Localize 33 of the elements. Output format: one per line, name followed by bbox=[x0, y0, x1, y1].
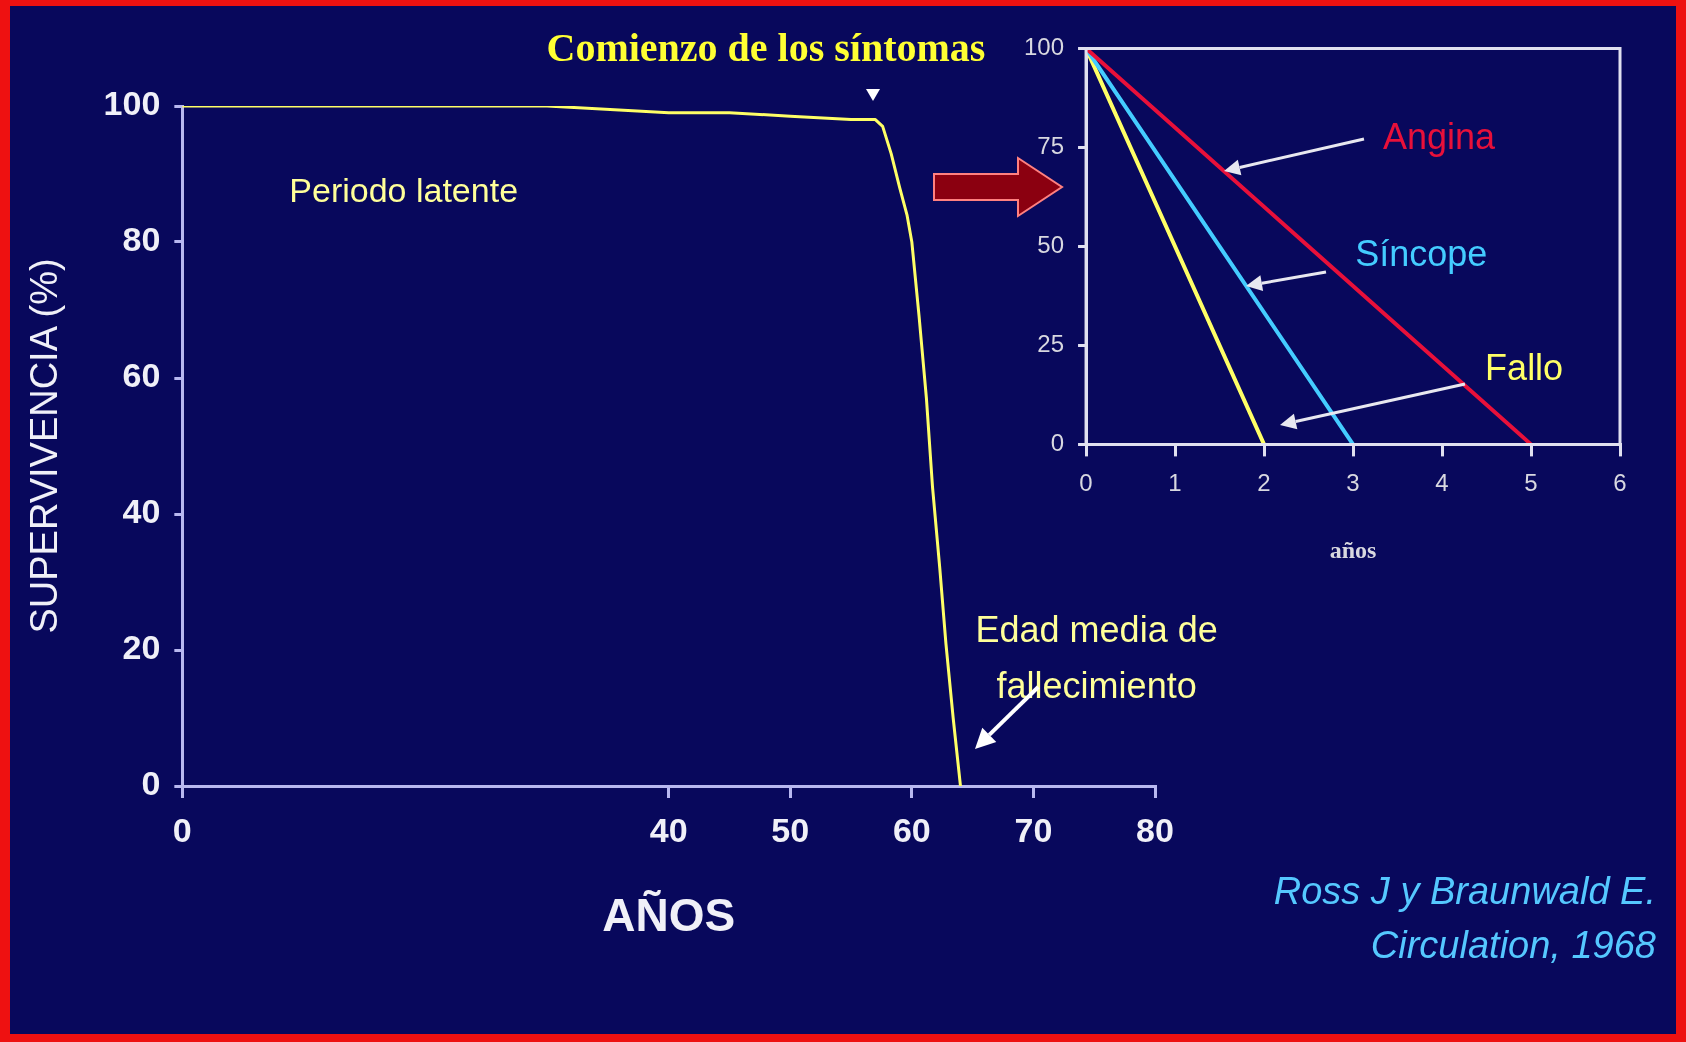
x-tick-label: 70 bbox=[1014, 810, 1053, 849]
x-tick-label: 5 bbox=[1524, 469, 1538, 497]
text: Ross J y Braunwald E. Circulation, 1968 bbox=[1272, 869, 1656, 968]
x-tick-label: 0 bbox=[1079, 469, 1093, 497]
x-axis-title: años bbox=[1329, 536, 1377, 563]
x-tick-label: 50 bbox=[771, 810, 810, 849]
y-tick-label: 80 bbox=[122, 220, 161, 259]
y-tick-label: 0 bbox=[1050, 429, 1065, 457]
y-axis-title: SUPERVIVENCIA (%) bbox=[23, 258, 66, 634]
x-tick-label: 3 bbox=[1346, 469, 1360, 497]
y-tick-label: 50 bbox=[1037, 231, 1065, 259]
x-tick-label: 2 bbox=[1257, 469, 1271, 497]
x-tick-label: 80 bbox=[1136, 810, 1174, 849]
text: Comienzo de los síntomas bbox=[546, 25, 986, 70]
y-tick-label: 60 bbox=[122, 356, 161, 395]
x-tick-label: 60 bbox=[892, 810, 931, 849]
x-tick-label: 6 bbox=[1613, 469, 1627, 497]
x-tick-label: 0 bbox=[172, 810, 192, 849]
x-tick-label: 40 bbox=[649, 810, 688, 849]
annotation: Periodo latente bbox=[289, 170, 519, 209]
x-tick-label: 4 bbox=[1435, 469, 1449, 497]
x-axis-title: AÑOS bbox=[602, 889, 736, 942]
y-tick-label: 100 bbox=[103, 84, 161, 123]
y-tick-label: 75 bbox=[1037, 132, 1065, 160]
y-tick-label: 0 bbox=[141, 764, 161, 803]
annotation: Edad media de fallecimiento bbox=[974, 607, 1219, 708]
y-tick-label: 100 bbox=[1024, 33, 1065, 61]
text: Fallo bbox=[1485, 346, 1564, 388]
text: Angina bbox=[1382, 116, 1496, 158]
x-tick-label: 1 bbox=[1168, 469, 1182, 497]
y-tick-label: 25 bbox=[1037, 330, 1065, 358]
text: Síncope bbox=[1355, 232, 1488, 274]
y-tick-label: 20 bbox=[122, 628, 161, 667]
